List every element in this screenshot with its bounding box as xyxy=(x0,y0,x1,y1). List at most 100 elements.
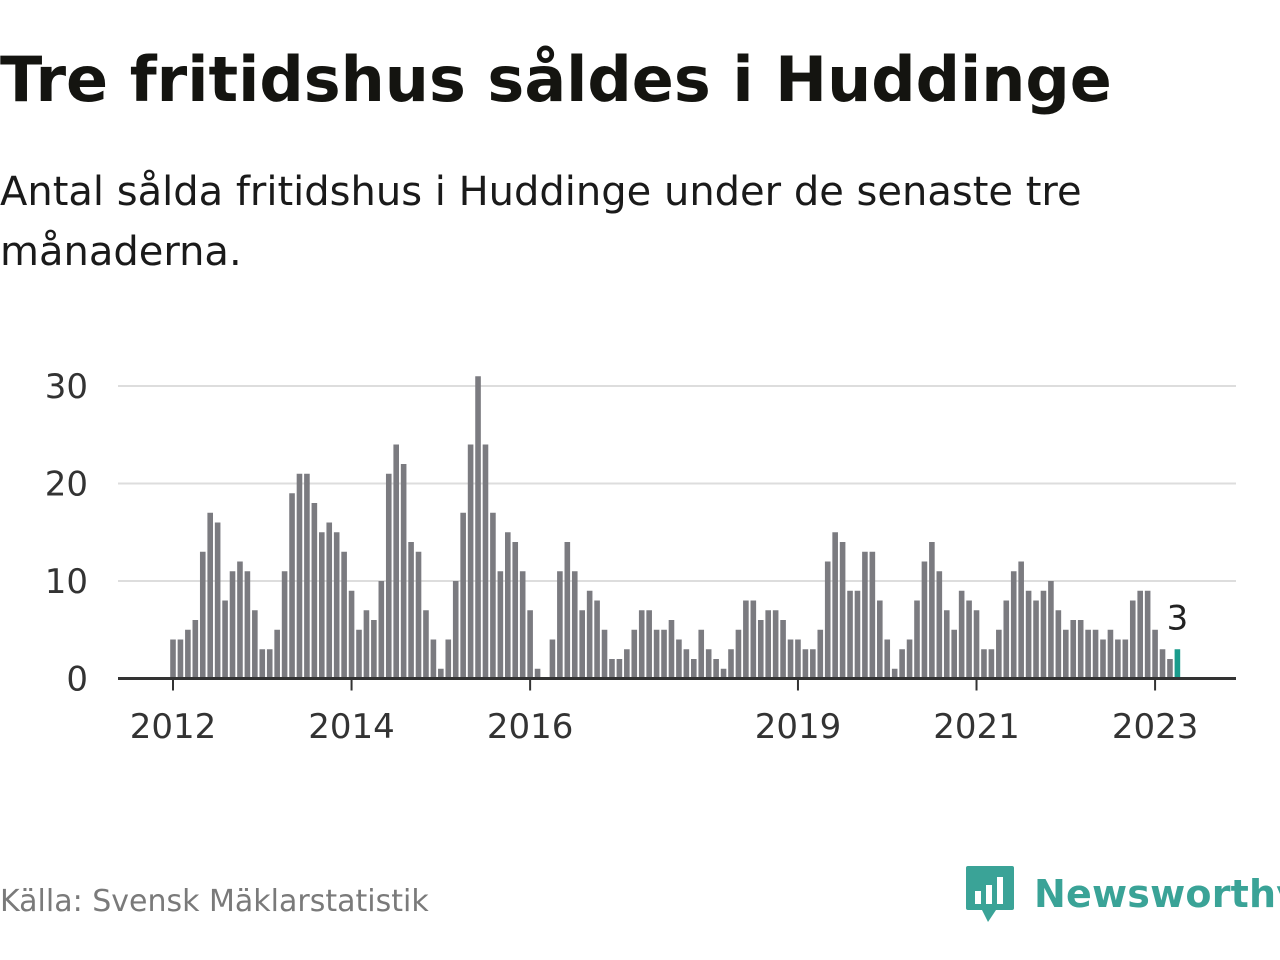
bar xyxy=(505,532,511,679)
bar xyxy=(333,532,340,679)
bar xyxy=(244,571,251,679)
bar xyxy=(341,551,347,679)
bar xyxy=(274,629,280,679)
bar xyxy=(415,551,422,679)
bar xyxy=(512,542,519,679)
bar xyxy=(839,542,846,679)
x-axis: 2012 2014 2016 2019 2021 2023 xyxy=(118,677,1236,747)
bar xyxy=(1010,571,1017,679)
bar xyxy=(817,629,824,679)
bar xyxy=(482,444,489,679)
bar xyxy=(884,639,891,679)
bar xyxy=(311,503,318,679)
bar xyxy=(266,649,273,679)
x-tick-label: 2021 xyxy=(933,707,1020,747)
bar xyxy=(854,590,861,679)
bar xyxy=(646,610,652,679)
bar xyxy=(1063,629,1069,679)
bar xyxy=(713,659,719,679)
bar xyxy=(1159,649,1166,679)
bar xyxy=(385,473,392,679)
bar xyxy=(1100,639,1106,679)
bar xyxy=(743,600,749,679)
bar xyxy=(653,629,660,679)
bar xyxy=(281,571,288,679)
bar xyxy=(304,473,310,679)
bar xyxy=(1070,620,1077,679)
bar xyxy=(1129,600,1136,679)
bar xyxy=(891,668,898,679)
bar xyxy=(1033,600,1039,679)
bar xyxy=(832,532,838,679)
bar xyxy=(609,659,615,679)
bar xyxy=(519,571,526,679)
x-tick-label: 2023 xyxy=(1112,707,1199,747)
bar xyxy=(222,600,228,679)
bar xyxy=(765,610,771,679)
bar xyxy=(877,600,883,679)
bar xyxy=(929,542,935,679)
bar xyxy=(356,629,362,679)
brand-logo: Newsworthy xyxy=(964,864,1280,924)
y-tick-label: 20 xyxy=(45,465,88,505)
bar xyxy=(631,629,638,679)
bar xyxy=(810,649,816,679)
bar xyxy=(661,629,667,679)
bar xyxy=(497,571,504,679)
annotations: 3 xyxy=(1167,598,1189,638)
bar xyxy=(1055,610,1062,679)
bar xyxy=(1025,590,1032,679)
bar xyxy=(199,551,206,679)
bar xyxy=(423,610,429,679)
bar xyxy=(475,376,481,679)
bar xyxy=(430,639,437,679)
y-tick-label: 0 xyxy=(66,660,88,700)
bar-highlight xyxy=(1174,649,1181,679)
gridlines xyxy=(118,385,1236,582)
bar xyxy=(296,473,303,679)
bar xyxy=(1092,629,1099,679)
bar xyxy=(750,600,757,679)
bar xyxy=(527,610,533,679)
bar xyxy=(557,571,563,679)
bar xyxy=(564,542,571,679)
bar xyxy=(772,610,779,679)
bar xyxy=(490,512,496,679)
bar xyxy=(438,668,444,679)
bar xyxy=(795,639,801,679)
bar xyxy=(1137,590,1143,679)
bar xyxy=(720,668,727,679)
bar xyxy=(936,571,943,679)
x-tick-label: 2014 xyxy=(308,707,395,747)
bar xyxy=(601,629,608,679)
bar xyxy=(973,610,980,679)
bar xyxy=(214,522,221,679)
bar xyxy=(638,610,645,679)
bar xyxy=(586,590,593,679)
bar xyxy=(1040,590,1047,679)
bar xyxy=(728,649,734,679)
bar xyxy=(177,639,184,679)
source-note: Källa: Svensk Mäklarstatistik xyxy=(0,884,429,919)
bar xyxy=(363,610,370,679)
bar xyxy=(996,629,1002,679)
y-tick-label: 30 xyxy=(45,367,88,407)
bar xyxy=(348,590,355,679)
bar xyxy=(981,649,987,679)
bar xyxy=(571,571,578,679)
bar xyxy=(259,649,266,679)
bar xyxy=(921,561,928,679)
bar xyxy=(757,620,764,679)
bar xyxy=(914,600,920,679)
bar-chart: 0 10 20 30 2012 2014 2016 2019 2021 2023 3 xyxy=(45,367,1236,747)
bars xyxy=(170,376,1181,679)
bar xyxy=(192,620,199,679)
bar xyxy=(289,493,295,679)
bar xyxy=(824,561,831,679)
bar xyxy=(1018,561,1024,679)
newsworthy-chart-bubble-icon xyxy=(966,866,1014,922)
bar xyxy=(1144,590,1151,679)
bar xyxy=(594,600,600,679)
bar xyxy=(452,581,459,679)
x-tick-label: 2019 xyxy=(755,707,842,747)
